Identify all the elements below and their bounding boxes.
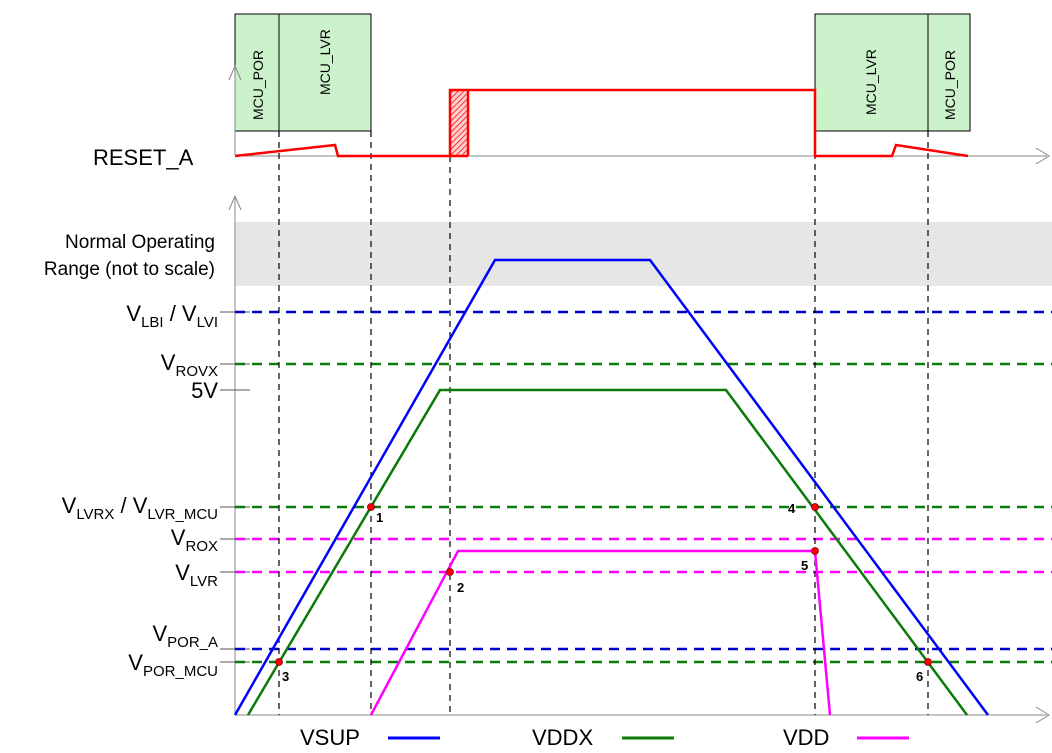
normal-range-label-line2: Range (not to scale) [44,259,215,280]
time-markers [278,131,929,715]
mcu-lvr-label-left: MCU_LVR [317,29,333,95]
vddx-trace [246,388,969,716]
point-label-4: 4 [788,501,796,516]
mcu-por-box-right [927,13,971,132]
vlbi-vlvi-label: VLBI / VLVI [126,301,218,331]
vpora-label: VPOR_A [152,621,218,651]
point-label-1: 1 [376,510,383,525]
vrovx-label: VROVX [161,350,218,380]
vdd-trace [369,549,832,716]
mcu-lvr-box-left [278,13,372,132]
legend-vdd-label: VDD [783,725,829,750]
mcu-lvr-label-right: MCU_LVR [863,49,879,115]
legend-vsup-label: VSUP [300,725,360,750]
right-reset-boxes: MCU_LVR MCU_POR [814,13,971,132]
reset-hatched-region [450,90,468,156]
mcu-por-box-left [234,13,280,132]
normal-operating-range-band [235,222,1052,286]
threshold-lines [235,310,1052,664]
reset-a-label: RESET_A [93,145,194,170]
vlvrx-vlvrmcu-label: VLVRX / VLVR_MCU [62,493,218,523]
point-label-6: 6 [916,669,923,684]
event-points [275,503,932,666]
point-label-3: 3 [282,669,289,684]
vrox-label: VROX [171,525,218,555]
normal-range-label-line1: Normal Operating [65,232,215,253]
mcu-por-label-left: MCU_POR [250,50,266,120]
legend-vddx-label: VDDX [532,725,593,750]
left-reset-boxes: MCU_POR MCU_LVR [234,13,372,132]
vpormcu-label: VPOR_MCU [128,650,218,680]
point-label-2: 2 [457,580,464,595]
mcu-por-label-right: MCU_POR [942,50,958,120]
point-label-5: 5 [801,558,808,573]
vlvr-label: VLVR [175,560,218,590]
vsup-trace [233,258,990,716]
reset-signal-trace [234,88,969,158]
five-volt-label: 5V [191,378,218,403]
mcu-lvr-box-right [814,13,929,132]
legend: VSUP VDDX VDD [300,725,909,750]
voltage-axis [228,194,1050,724]
